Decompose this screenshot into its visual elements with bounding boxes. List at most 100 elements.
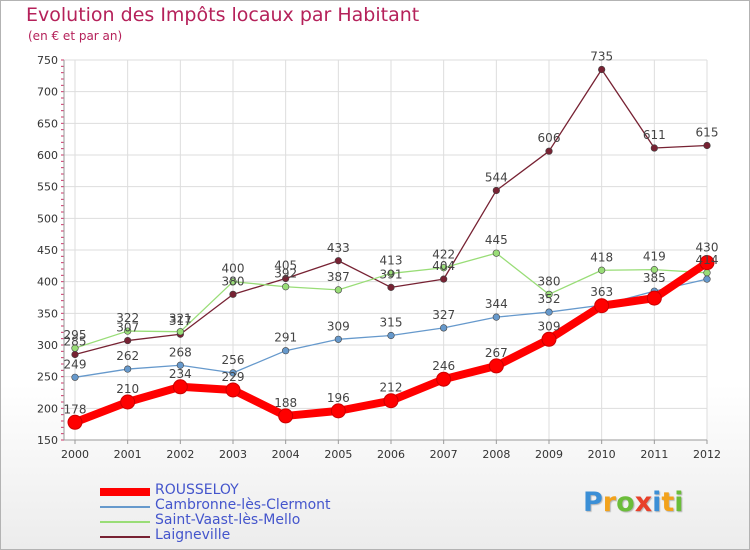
- x-tick-label: 2003: [219, 448, 247, 461]
- x-tick-label: 2006: [377, 448, 405, 461]
- data-point: [282, 347, 290, 355]
- data-point: [176, 328, 184, 336]
- data-label: 352: [538, 292, 561, 306]
- data-label: 295: [64, 328, 87, 342]
- data-point: [334, 257, 342, 265]
- data-label: 414: [696, 253, 719, 267]
- grid: [64, 59, 708, 441]
- data-label: 392: [274, 267, 297, 281]
- x-tick-label: 2007: [430, 448, 458, 461]
- logo-letter: o: [616, 487, 635, 518]
- logo-letter: i: [652, 487, 662, 518]
- data-labels: 178 210 234 229 188 196 212 246 267 309 249 262 268 2…: [64, 50, 719, 417]
- data-label: 363: [590, 285, 613, 299]
- data-point: [387, 331, 395, 340]
- data-point: [229, 278, 237, 286]
- data-label: 307: [116, 321, 139, 335]
- legend-swatch: [100, 536, 150, 538]
- data-point: [699, 255, 715, 271]
- logo-letter: P: [583, 487, 603, 518]
- data-point: [282, 283, 290, 291]
- axes: 150 200 250 300 350 400 450 500 550 600 650 700 750 2…: [37, 54, 721, 461]
- data-point: [492, 249, 500, 257]
- data-label: 419: [643, 250, 666, 264]
- data-label: 445: [485, 233, 508, 247]
- data-point: [703, 269, 711, 277]
- x-tick-label: 2000: [61, 448, 89, 461]
- legend-label: Cambronne-lès-Clermont: [155, 497, 331, 513]
- data-point: [598, 65, 606, 74]
- y-tick-label: 500: [37, 212, 58, 225]
- data-point: [124, 365, 132, 373]
- data-label: 544: [485, 170, 508, 184]
- data-label: 385: [643, 271, 666, 285]
- logo-letter: x: [634, 487, 653, 518]
- data-point: [120, 394, 136, 410]
- data-label: 321: [169, 312, 192, 326]
- data-label: 246: [432, 359, 455, 373]
- data-label: 234: [169, 367, 192, 381]
- data-point: [646, 290, 662, 306]
- y-tick-label: 650: [37, 117, 58, 130]
- data-label: 327: [432, 308, 455, 322]
- data-point: [545, 308, 553, 316]
- data-point: [334, 335, 342, 343]
- data-point: [440, 264, 448, 272]
- data-point: [67, 414, 83, 430]
- chart-title: Evolution des Impôts locaux par Habitant: [26, 4, 420, 26]
- y-tick-label: 400: [37, 276, 58, 289]
- proxiti-logo: Proxiti: [583, 487, 684, 518]
- data-point: [229, 369, 237, 377]
- series-lines: [67, 65, 715, 430]
- y-tick-label: 150: [37, 434, 58, 447]
- data-point: [545, 147, 553, 155]
- data-point: [124, 336, 132, 345]
- data-point: [71, 373, 79, 381]
- data-label: 256: [222, 353, 245, 367]
- legend-swatch: [100, 488, 150, 496]
- legend-label: Laigneville: [155, 527, 231, 543]
- data-label: 735: [590, 50, 613, 64]
- data-label: 380: [538, 274, 561, 288]
- data-point: [387, 283, 395, 291]
- data-point: [650, 144, 658, 152]
- data-point: [278, 408, 294, 424]
- data-label: 268: [169, 345, 192, 359]
- data-label: 317: [169, 314, 192, 328]
- data-label: 433: [327, 241, 350, 255]
- x-tick-label: 2005: [324, 448, 352, 461]
- y-tick-label: 350: [37, 307, 58, 320]
- legend-swatch: [100, 521, 150, 523]
- data-point: [436, 371, 452, 387]
- data-point: [383, 393, 399, 409]
- data-label: 344: [485, 297, 508, 311]
- data-label: 322: [116, 311, 139, 325]
- data-point: [650, 266, 658, 274]
- data-point: [334, 286, 342, 294]
- data-label: 611: [643, 128, 666, 142]
- data-point: [172, 379, 188, 395]
- data-point: [703, 275, 711, 283]
- logo-letter: r: [602, 487, 617, 518]
- data-point: [703, 141, 711, 150]
- data-label: 405: [274, 259, 297, 273]
- data-label: 309: [538, 319, 561, 333]
- data-label: 196: [327, 391, 350, 405]
- data-label: 380: [222, 274, 245, 288]
- y-tick-label: 550: [37, 181, 58, 194]
- data-label: 210: [116, 382, 139, 396]
- data-point: [594, 298, 610, 314]
- logo-letter: t: [661, 487, 675, 518]
- legend-label: Saint-Vaast-lès-Mello: [155, 512, 301, 528]
- data-point: [71, 344, 79, 352]
- data-point: [282, 274, 290, 283]
- data-label: 229: [222, 370, 245, 384]
- data-label: 606: [538, 131, 561, 145]
- legend-label: ROUSSELOY: [155, 482, 239, 498]
- x-tick-label: 2009: [535, 448, 563, 461]
- data-point: [124, 327, 132, 335]
- x-tick-label: 2012: [693, 448, 721, 461]
- legend-swatch: [100, 506, 150, 508]
- data-label: 418: [590, 250, 613, 264]
